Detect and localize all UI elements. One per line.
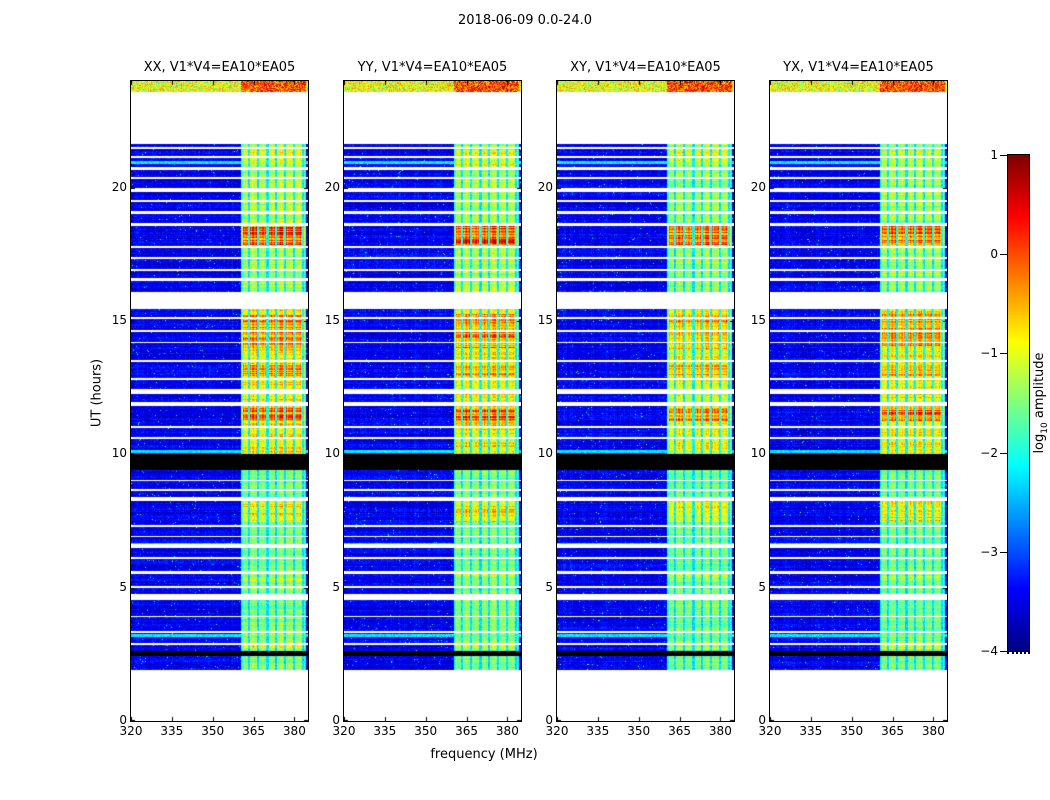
y-tick-label: 15 xyxy=(324,313,340,327)
x-tick-label: 335 xyxy=(373,724,397,738)
x-tick-label: 320 xyxy=(332,724,356,738)
colorbar-label-pre: log xyxy=(1032,433,1048,454)
panel-yx xyxy=(769,80,948,722)
spectrogram-canvas-xx xyxy=(131,81,308,721)
colorbar-tick-mark xyxy=(1000,353,1007,355)
y-tick-label: 20 xyxy=(111,179,127,194)
colorbar-canvas xyxy=(1008,155,1029,651)
x-tick-label: 350 xyxy=(627,724,651,738)
x-tick-label: 365 xyxy=(455,724,478,738)
spectrogram-canvas-yx xyxy=(770,81,947,721)
colorbar-tick-mark xyxy=(1000,254,1007,256)
panel-title-xx: XX, V1*V4=EA10*EA05 xyxy=(143,60,296,75)
y-tick-label: 0 xyxy=(545,713,553,727)
y-tick-label: 20 xyxy=(324,179,340,194)
y-tick-label: 15 xyxy=(537,313,553,327)
spectrogram-canvas-yy xyxy=(344,81,521,721)
x-tick-label: 320 xyxy=(758,724,782,738)
panel-title-yy: YY, V1*V4=EA10*EA05 xyxy=(357,60,508,75)
y-tick-label: 10 xyxy=(750,446,766,461)
colorbar-tick-mark xyxy=(1000,551,1007,553)
panel-xy xyxy=(556,80,735,722)
colorbar-tick-mark xyxy=(1000,452,1007,454)
y-tick-label: 5 xyxy=(545,579,553,594)
y-tick-label: 5 xyxy=(332,579,340,594)
y-tick-label: 10 xyxy=(111,446,127,461)
x-tick-label: 365 xyxy=(668,724,691,738)
colorbar-tick-mark xyxy=(1000,155,1007,156)
panel-xx xyxy=(130,80,309,722)
y-tick-label: 10 xyxy=(324,446,340,461)
y-tick-label: 0 xyxy=(758,713,766,727)
y-tick-label: 20 xyxy=(537,179,553,194)
colorbar-tick-label: −4 xyxy=(980,644,998,658)
x-tick-label: 350 xyxy=(201,724,225,738)
x-tick-label: 365 xyxy=(881,724,904,738)
x-tick-label: 320 xyxy=(545,724,569,738)
x-tick-label: 380 xyxy=(495,724,519,738)
x-tick-label: 365 xyxy=(242,724,265,738)
panel-yy xyxy=(343,80,522,722)
colorbar-tick-mark xyxy=(1000,651,1007,652)
colorbar-underflow-dots xyxy=(1007,652,1030,654)
x-tick-label: 335 xyxy=(160,724,184,738)
x-tick-label: 320 xyxy=(119,724,143,738)
y-tick-label: 5 xyxy=(119,579,127,594)
x-tick-label: 335 xyxy=(799,724,823,738)
y-tick-label: 5 xyxy=(758,579,766,594)
y-tick-label: 10 xyxy=(537,446,553,461)
panel-title-yx: YX, V1*V4=EA10*EA05 xyxy=(783,60,934,75)
x-tick-label: 380 xyxy=(282,724,306,738)
y-tick-label: 0 xyxy=(119,713,127,727)
x-tick-label: 380 xyxy=(708,724,732,738)
colorbar-label-post: amplitude xyxy=(1032,352,1048,423)
colorbar-tick-label: 1 xyxy=(990,148,998,162)
y-axis-label: UT (hours) xyxy=(89,358,105,428)
colorbar-label: log10 amplitude xyxy=(1032,352,1050,453)
colorbar-tick-label: −1 xyxy=(980,346,998,361)
x-tick-label: 350 xyxy=(414,724,438,738)
panel-title-xy: XY, V1*V4=EA10*EA05 xyxy=(570,60,721,75)
colorbar-tick-label: −2 xyxy=(980,445,998,460)
x-axis-label: frequency (MHz) xyxy=(430,747,538,762)
figure-title: 2018-06-09 0.0-24.0 xyxy=(458,13,592,28)
colorbar-tick-label: −3 xyxy=(980,544,998,559)
y-tick-label: 15 xyxy=(750,313,766,327)
colorbar-tick-label: 0 xyxy=(990,247,998,262)
x-tick-label: 380 xyxy=(921,724,945,738)
colorbar-label-sub: 10 xyxy=(1039,422,1050,434)
spectrogram-canvas-xy xyxy=(557,81,734,721)
x-tick-label: 335 xyxy=(586,724,610,738)
y-tick-label: 20 xyxy=(750,179,766,194)
x-tick-label: 350 xyxy=(840,724,864,738)
y-tick-label: 0 xyxy=(332,713,340,727)
y-tick-label: 15 xyxy=(111,313,127,327)
colorbar xyxy=(1007,154,1030,652)
